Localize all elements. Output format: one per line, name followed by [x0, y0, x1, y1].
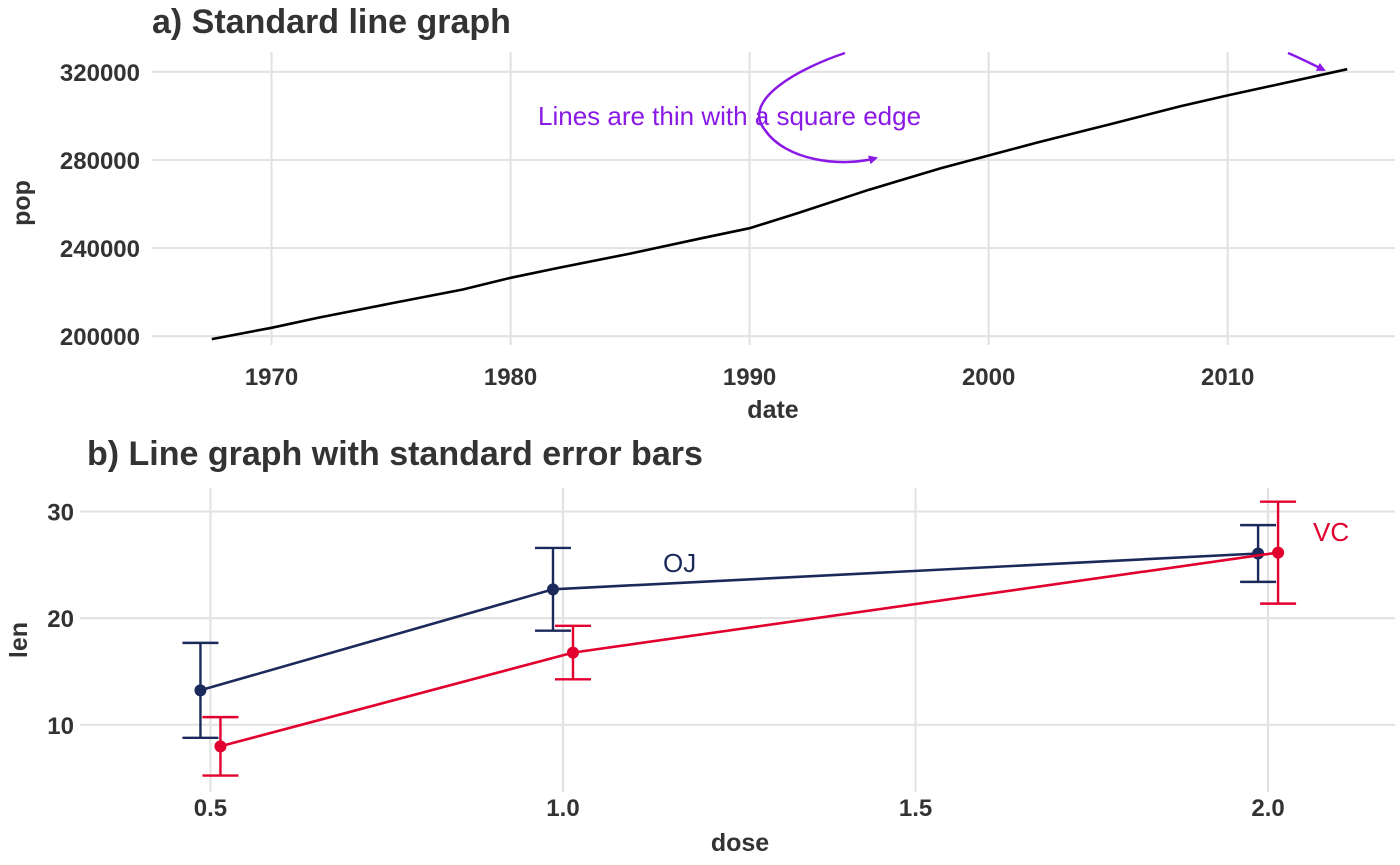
annotation-arrow-curved: [757, 51, 878, 165]
panel-b-x-tick-labels: 0.5 1.0 1.5 2.0: [194, 795, 1285, 822]
panel-b-x-tick-label: 1.0: [546, 795, 579, 822]
panel-a-x-axis-label: date: [747, 396, 799, 424]
panel-b-y-tick-label: 30: [47, 499, 74, 526]
panel-a-x-tick-label: 1980: [484, 364, 537, 391]
panel-b-y-tick-label: 20: [47, 606, 74, 633]
panel-b-y-axis-label: len: [5, 622, 33, 658]
panel-b-title: b) Line graph with standard error bars: [87, 435, 703, 473]
panel-a-title: a) Standard line graph: [152, 3, 511, 41]
panel-b-series: [182, 500, 1297, 777]
panel-a-gridlines: [152, 52, 1395, 345]
panel-b-x-axis-label: dose: [711, 829, 769, 857]
point-vc: [1272, 546, 1285, 559]
panel-a-y-tick-labels: 200000 240000 280000 320000: [60, 60, 140, 351]
panel-a-series: [211, 67, 1348, 341]
panel-a-population-line: [211, 67, 1348, 341]
panel-b-x-tick-label: 1.5: [899, 795, 932, 822]
point-oj: [1252, 547, 1265, 560]
panel-a-y-tick-label: 200000: [60, 324, 140, 351]
panel-b-y-tick-label: 10: [47, 713, 74, 740]
panel-b-gridlines: [80, 488, 1395, 792]
panel-b: b) Line graph with standard error bars 1…: [5, 435, 1395, 857]
panel-a-y-axis-label: pop: [8, 180, 36, 226]
series-label-vc: VC: [1313, 517, 1349, 547]
panel-a-x-tick-labels: 1970 1980 1990 2000 2010: [245, 364, 1255, 391]
panel-a-y-tick-label: 320000: [60, 60, 140, 87]
panel-a-x-tick-label: 1970: [245, 364, 298, 391]
series-label-oj: OJ: [663, 548, 696, 578]
panel-b-y-tick-labels: 10 20 30: [47, 499, 74, 739]
series-line-oj: [200, 552, 1259, 692]
point-vc: [214, 740, 227, 753]
series-line-vc: [220, 551, 1279, 748]
annotation-arrow-top-right: [1287, 51, 1326, 72]
panel-a-x-tick-label: 1990: [723, 364, 776, 391]
point-oj: [194, 684, 207, 697]
panel-a-y-tick-label: 240000: [60, 236, 140, 263]
panel-a-x-tick-label: 2000: [962, 364, 1015, 391]
panel-a-annotation: Lines are thin with a square edge: [538, 101, 921, 131]
point-oj: [546, 583, 559, 596]
point-vc: [566, 646, 579, 659]
panel-a-y-tick-label: 280000: [60, 148, 140, 175]
series-oj: [182, 523, 1277, 740]
panel-a: a) Standard line graph 200000 240000 28000…: [8, 3, 1395, 424]
panel-a-x-tick-label: 2010: [1201, 364, 1254, 391]
panel-b-x-tick-label: 0.5: [194, 795, 227, 822]
series-vc: [202, 500, 1297, 777]
panel-b-x-tick-label: 2.0: [1251, 795, 1284, 822]
